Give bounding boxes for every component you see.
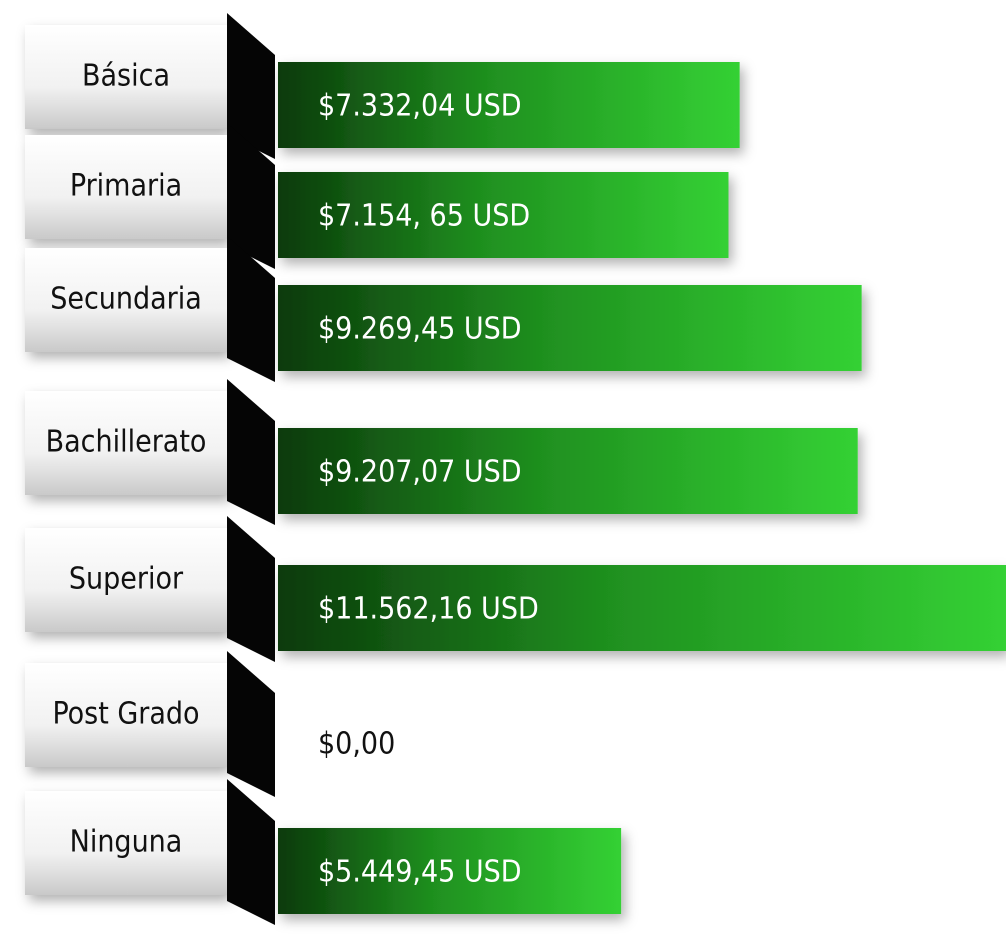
value-label: $7.154, 65 USD [318, 199, 530, 234]
bar [278, 428, 858, 514]
bar [278, 828, 622, 914]
value-label: $9.207,07 USD [318, 455, 522, 490]
label-box [25, 135, 227, 239]
label-slab [227, 779, 275, 925]
category-label: Ninguna [70, 825, 183, 860]
category-label: Secundaria [50, 282, 202, 317]
category-label: Básica [82, 59, 170, 94]
value-label: $0,00 [318, 727, 395, 762]
label-slab [227, 123, 275, 269]
label-slab [227, 516, 275, 662]
rows: Básica $7.332,04 USD Primaria $7.154, 65 US… [25, 13, 1006, 925]
label-box [25, 25, 227, 129]
label-slab [227, 236, 275, 382]
category-label: Superior [69, 562, 184, 597]
label-box [25, 528, 227, 632]
bar [278, 62, 740, 148]
category-label: Post Grado [52, 697, 199, 732]
label-box [25, 391, 227, 495]
value-label: $11.562,16 USD [318, 592, 539, 627]
label-box [25, 791, 227, 895]
label-slab [227, 379, 275, 525]
bar [278, 285, 862, 371]
bar [278, 565, 1006, 651]
label-box [25, 663, 227, 767]
bar [278, 172, 729, 258]
value-label: $9.269,45 USD [318, 312, 522, 347]
category-label: Bachillerato [46, 425, 207, 460]
label-slab [227, 651, 275, 797]
category-label: Primaria [70, 169, 182, 204]
label-slab [227, 13, 275, 159]
label-box [25, 248, 227, 352]
value-label: $7.332,04 USD [318, 89, 522, 124]
value-label: $5.449,45 USD [318, 855, 522, 890]
